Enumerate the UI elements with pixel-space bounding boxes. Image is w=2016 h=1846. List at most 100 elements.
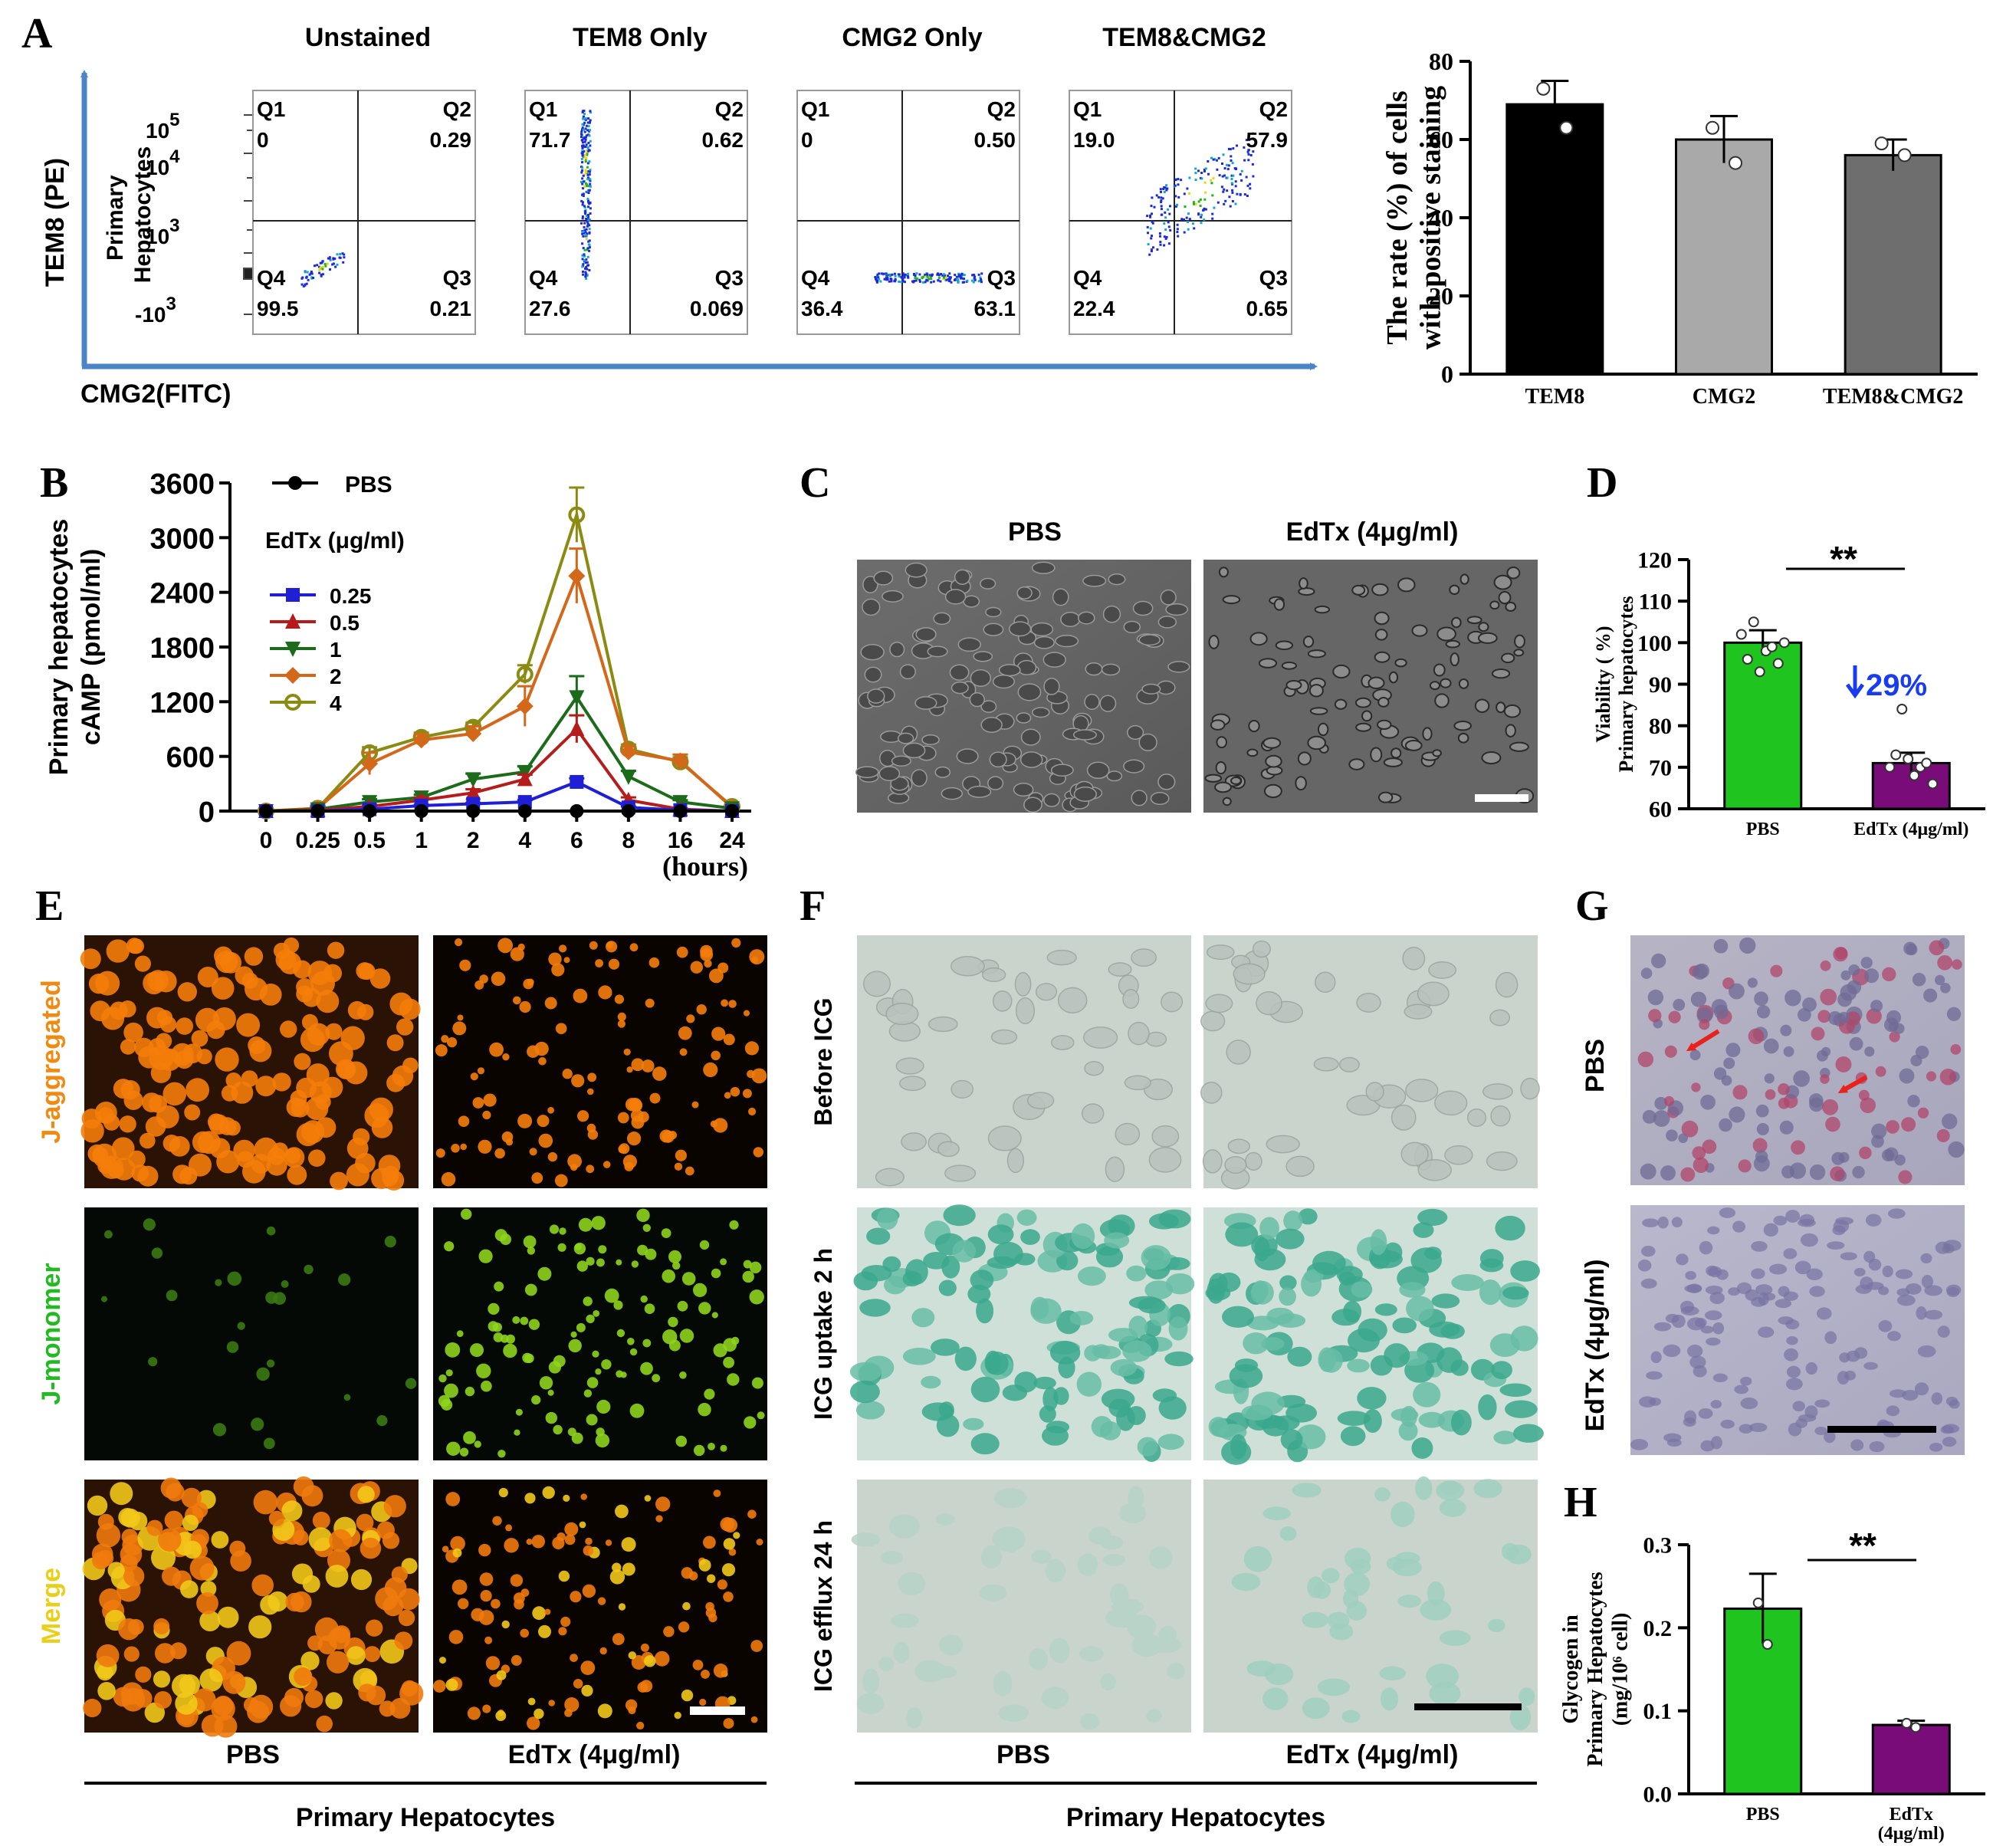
he-cell-g2-119 xyxy=(1778,1316,1794,1325)
fluor-cell-0-0-136 xyxy=(353,1128,370,1145)
panel-f-col-edtx: EdTx (4μg/ml) xyxy=(1286,1740,1459,1769)
he-cell-g1-105 xyxy=(1664,1045,1677,1058)
fluor-cell-0-1-43 xyxy=(686,1014,695,1023)
legend-marker-4 xyxy=(284,667,301,684)
he-cell-g2-83 xyxy=(1680,1306,1699,1316)
icg-cell-2-0-28 xyxy=(851,1532,881,1547)
fluor-cell-2-1-41 xyxy=(756,1539,763,1545)
fluor-cell-0-1-48 xyxy=(491,971,506,987)
fluor-cell-0-0-163 xyxy=(175,1050,194,1069)
cell-c2-31 xyxy=(1314,605,1331,614)
cell-c1-128 xyxy=(980,577,997,590)
fluor-cell-1-1-72 xyxy=(595,1433,610,1448)
icg-cell-1-1-80 xyxy=(1276,1228,1305,1250)
icg-cell-2-0-36 xyxy=(993,1670,1013,1697)
x-tick-label-4: 2 xyxy=(467,828,480,853)
cell-c2-64 xyxy=(1214,781,1232,793)
fluor-cell-2-1-33 xyxy=(678,1621,690,1633)
flow-event-1-152 xyxy=(589,119,592,122)
panel-f-group-label: Primary Hepatocytes xyxy=(1066,1803,1325,1832)
fluor-cell-0-0-130 xyxy=(378,1155,401,1177)
he-cell-g1-132 xyxy=(1764,1073,1775,1084)
y-axis-label-line-0: The rate (%) of cells xyxy=(1381,90,1413,344)
icg-cell-1-1-44 xyxy=(1243,1332,1269,1355)
fluor-cell-2-1-75 xyxy=(720,1517,734,1532)
series-point-2-4 xyxy=(465,784,481,800)
data-point-1-0 xyxy=(1884,761,1896,773)
cell-c2-35 xyxy=(1422,727,1433,741)
cell-c1-130 xyxy=(1072,729,1097,741)
icg-cell-1-0-74 xyxy=(1141,1245,1171,1270)
flow-event-2-141 xyxy=(921,277,924,280)
fluor-cell-0-0-148 xyxy=(212,1007,236,1031)
flow-event-3-135 xyxy=(1231,162,1234,165)
fluor-cell-1-1-28 xyxy=(494,1281,504,1292)
fluor-cell-2-1-95 xyxy=(450,1536,465,1552)
fluor-cell-2-1-98 xyxy=(445,1492,461,1506)
fluor-cell-1-0-20 xyxy=(166,1289,178,1302)
flow-event-3-63 xyxy=(1213,206,1216,209)
cell-c2-14 xyxy=(1478,622,1489,632)
fluor-cell-2-0-72 xyxy=(350,1568,373,1591)
flow-plot-title-0: Unstained xyxy=(305,23,431,52)
flow-event-1-185 xyxy=(583,255,586,258)
icg-cell-0-1-8 xyxy=(1490,1105,1511,1127)
fluor-cell-1-1-90 xyxy=(474,1440,481,1448)
fluor-cell-2-0-120 xyxy=(192,1688,216,1712)
fluor-cell-2-0-134 xyxy=(383,1495,406,1518)
he-cell-g2-20 xyxy=(1806,1268,1823,1280)
flow-event-3-177 xyxy=(1246,150,1249,153)
icg-cell-2-0-30 xyxy=(936,1513,955,1526)
fluor-cell-1-1-80 xyxy=(463,1431,476,1444)
he-cell-g1-87 xyxy=(1811,1026,1825,1041)
flow-event-3-24 xyxy=(1197,169,1200,172)
icg-cell-1-1-81 xyxy=(1491,1361,1512,1379)
icg-cell-0-0-1 xyxy=(992,990,1013,1012)
tick-1e3-base: 10 xyxy=(146,225,169,248)
flow-event-1-10 xyxy=(582,195,585,197)
fluor-cell-0-0-115 xyxy=(293,960,312,979)
flow-event-2-134 xyxy=(918,273,921,276)
icg-cell-1-1-6 xyxy=(1398,1421,1418,1441)
fluor-cell-2-0-145 xyxy=(314,1617,339,1641)
icg-cell-1-0-110 xyxy=(1122,1340,1152,1362)
flow-event-2-70 xyxy=(894,278,897,281)
icg-cell-1-0-39 xyxy=(884,1276,907,1295)
fluor-cell-2-1-42 xyxy=(615,1504,629,1519)
fluor-cell-1-0-5 xyxy=(405,1378,417,1389)
fluor-cell-1-1-122 xyxy=(727,1373,740,1386)
flow-event-1-23 xyxy=(584,136,587,139)
flow-event-1-149 xyxy=(580,136,583,139)
icg-cell-0-0-37 xyxy=(1006,1148,1025,1174)
flow-event-1-191 xyxy=(586,220,589,223)
icg-cell-0-1-5 xyxy=(1400,1141,1429,1167)
panel-f-row-label-1: ICG uptake 2 h xyxy=(809,1248,837,1420)
icg-cell-0-1-22 xyxy=(1338,1056,1360,1072)
fluor-cell-1-1-91 xyxy=(744,1416,757,1429)
cell-c1-18 xyxy=(1085,662,1103,676)
fluor-cell-2-1-53 xyxy=(663,1626,675,1637)
cell-c2-48 xyxy=(1265,754,1282,768)
y-axis-label-line-1: with positive staining xyxy=(1415,86,1447,350)
flow-event-3-18 xyxy=(1151,221,1154,223)
icg-cell-1-0-44 xyxy=(1042,1426,1069,1446)
series-point-0-2 xyxy=(363,804,377,818)
cell-c1-53 xyxy=(1108,573,1126,586)
fluor-cell-2-0-61 xyxy=(248,1615,272,1639)
fluor-cell-2-1-17 xyxy=(580,1493,587,1500)
he-cell-g1-66 xyxy=(1923,988,1938,1003)
flow-event-3-86 xyxy=(1211,194,1214,197)
flow-event-3-143 xyxy=(1226,163,1228,166)
series-line-4 xyxy=(265,571,734,813)
fluor-cell-2-0-109 xyxy=(268,1591,288,1612)
flow-row-label-line1: Primary xyxy=(103,175,128,261)
flow-event-2-93 xyxy=(956,278,959,281)
flow-event-1-35 xyxy=(586,170,589,173)
icg-cell-0-0-8 xyxy=(1057,987,1088,1014)
fluor-cell-0-0-111 xyxy=(90,1000,111,1022)
category-label-0: TEM8 xyxy=(1525,385,1584,409)
data-point-0-0 xyxy=(1735,629,1747,640)
tick-1e4-base: 10 xyxy=(146,156,169,179)
fluor-cell-1-1-114 xyxy=(573,1243,586,1255)
fluor-cell-2-1-61 xyxy=(505,1524,513,1532)
